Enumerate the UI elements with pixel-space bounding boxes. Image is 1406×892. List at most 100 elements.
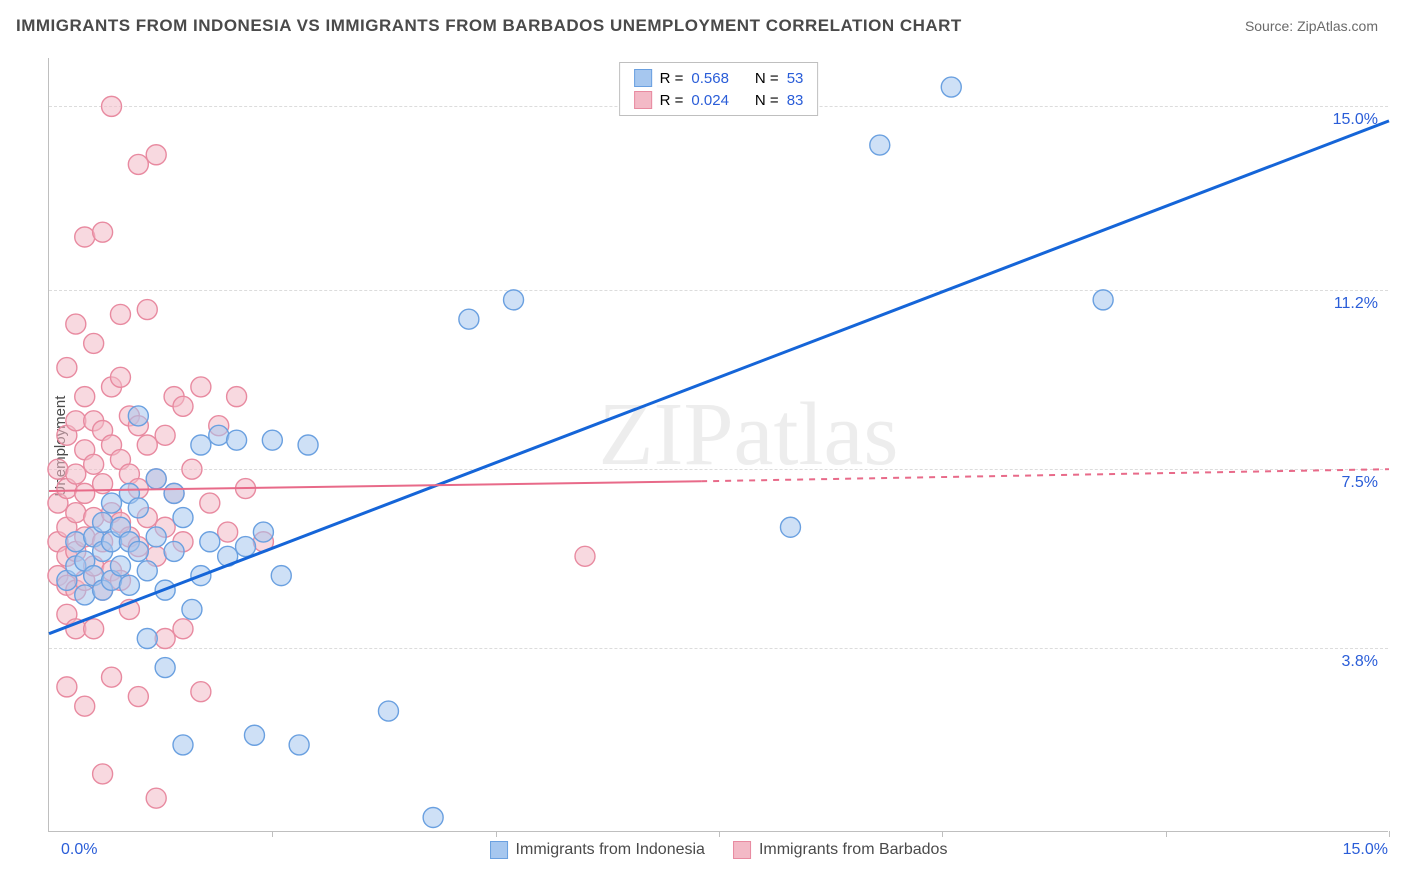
data-point — [66, 411, 86, 431]
data-point — [191, 377, 211, 397]
data-point — [173, 508, 193, 528]
data-point — [146, 527, 166, 547]
series-legend: Immigrants from Indonesia Immigrants fro… — [490, 841, 948, 859]
data-point — [84, 333, 104, 353]
data-point — [182, 599, 202, 619]
indonesia-swatch — [634, 69, 652, 87]
data-point — [218, 522, 238, 542]
data-point — [48, 459, 68, 479]
barbados-n-value: 83 — [787, 92, 804, 109]
indonesia-r-value: 0.568 — [691, 70, 729, 87]
data-point — [378, 701, 398, 721]
data-point — [173, 396, 193, 416]
indonesia-n-value: 53 — [787, 70, 804, 87]
data-point — [93, 222, 113, 242]
data-point — [575, 546, 595, 566]
data-point — [200, 532, 220, 552]
data-point — [66, 503, 86, 523]
legend-item-barbados: Immigrants from Barbados — [733, 841, 948, 859]
x-axis-min-label: 0.0% — [61, 841, 97, 859]
barbados-swatch — [634, 91, 652, 109]
data-point — [423, 807, 443, 827]
data-point — [128, 541, 148, 561]
data-point — [66, 464, 86, 484]
barbados-swatch — [733, 841, 751, 859]
data-point — [941, 77, 961, 97]
data-point — [146, 469, 166, 489]
legend-row-barbados: R = 0.024 N = 83 — [620, 89, 818, 111]
data-point — [66, 532, 86, 552]
x-tick — [272, 831, 273, 837]
data-point — [128, 687, 148, 707]
data-point — [75, 585, 95, 605]
data-point — [253, 522, 273, 542]
trend-line — [49, 121, 1389, 634]
n-label: N = — [755, 92, 779, 109]
r-label: R = — [660, 92, 684, 109]
x-tick — [1166, 831, 1167, 837]
data-point — [155, 629, 175, 649]
data-point — [57, 677, 77, 697]
data-point — [191, 682, 211, 702]
data-point — [155, 658, 175, 678]
chart-svg — [49, 58, 1388, 831]
data-point — [102, 667, 122, 687]
data-point — [182, 459, 202, 479]
data-point — [128, 406, 148, 426]
data-point — [66, 314, 86, 334]
x-tick — [942, 831, 943, 837]
data-point — [227, 387, 247, 407]
legend-item-indonesia: Immigrants from Indonesia — [490, 841, 705, 859]
data-point — [110, 367, 130, 387]
data-point — [191, 435, 211, 455]
data-point — [110, 556, 130, 576]
data-point — [780, 517, 800, 537]
data-point — [137, 561, 157, 581]
data-point — [870, 135, 890, 155]
data-point — [137, 629, 157, 649]
data-point — [164, 541, 184, 561]
data-point — [102, 96, 122, 116]
data-point — [93, 764, 113, 784]
plot-area: ZIPatlas 3.8%7.5%11.2%15.0% R = 0.568 N … — [48, 58, 1388, 832]
data-point — [146, 788, 166, 808]
data-point — [119, 575, 139, 595]
chart-title: IMMIGRANTS FROM INDONESIA VS IMMIGRANTS … — [16, 16, 962, 36]
data-point — [57, 358, 77, 378]
data-point — [146, 145, 166, 165]
data-point — [128, 154, 148, 174]
trend-line — [701, 469, 1389, 481]
x-tick — [719, 831, 720, 837]
barbados-label: Immigrants from Barbados — [759, 841, 948, 859]
data-point — [200, 493, 220, 513]
data-point — [271, 566, 291, 586]
data-point — [84, 619, 104, 639]
data-point — [155, 425, 175, 445]
indonesia-swatch — [490, 841, 508, 859]
data-point — [137, 300, 157, 320]
data-point — [236, 537, 256, 557]
data-point — [227, 430, 247, 450]
data-point — [173, 619, 193, 639]
data-point — [262, 430, 282, 450]
source-label: Source: ZipAtlas.com — [1245, 18, 1378, 34]
x-axis-max-label: 15.0% — [1343, 841, 1388, 859]
data-point — [110, 304, 130, 324]
n-label: N = — [755, 70, 779, 87]
r-label: R = — [660, 70, 684, 87]
data-point — [128, 498, 148, 518]
data-point — [75, 227, 95, 247]
data-point — [289, 735, 309, 755]
x-tick — [496, 831, 497, 837]
data-point — [1093, 290, 1113, 310]
correlation-legend: R = 0.568 N = 53 R = 0.024 N = 83 — [619, 62, 819, 116]
data-point — [75, 696, 95, 716]
data-point — [209, 425, 229, 445]
data-point — [75, 483, 95, 503]
data-point — [102, 493, 122, 513]
data-point — [459, 309, 479, 329]
barbados-r-value: 0.024 — [691, 92, 729, 109]
data-point — [244, 725, 264, 745]
data-point — [137, 435, 157, 455]
data-point — [504, 290, 524, 310]
